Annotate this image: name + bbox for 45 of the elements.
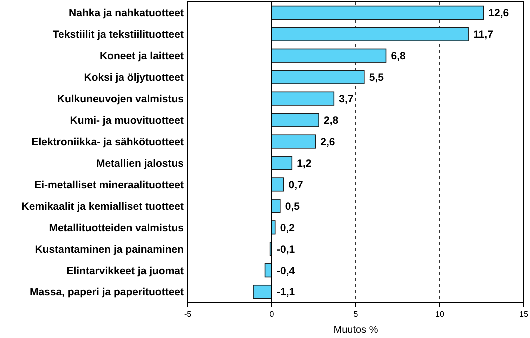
x-tick-label: -5 bbox=[184, 310, 192, 319]
bar bbox=[272, 48, 387, 63]
y-tick-label: Kustantaminen ja painaminen bbox=[35, 244, 184, 256]
data-label: 1,2 bbox=[297, 158, 312, 170]
y-tick-label: Ei-metalliset mineraalituotteet bbox=[34, 179, 184, 192]
bar bbox=[272, 27, 469, 42]
data-label: -1,1 bbox=[277, 286, 296, 299]
y-tick-label: Kulkuneuvojen valmistus bbox=[57, 94, 184, 106]
x-tick-label: 5 bbox=[354, 310, 359, 319]
data-label: -0,4 bbox=[277, 265, 296, 278]
data-label: 0,7 bbox=[288, 179, 304, 192]
data-label: 2,6 bbox=[320, 136, 336, 148]
y-tick-label: Massa, paperi ja paperituotteet bbox=[30, 286, 184, 299]
x-tick-label: 10 bbox=[436, 310, 445, 319]
bar bbox=[272, 70, 365, 84]
bar bbox=[272, 92, 335, 106]
y-tick-label: Metallien jalostus bbox=[96, 158, 184, 170]
x-tick-label: 0 bbox=[270, 310, 275, 319]
bar bbox=[253, 284, 272, 300]
y-tick-label: Kumi- ja muovituotteet bbox=[70, 114, 184, 127]
data-label: 6,8 bbox=[391, 50, 406, 63]
data-label: 12,6 bbox=[488, 8, 510, 20]
y-tick-label: Nahka ja nahkatuotteet bbox=[69, 8, 184, 20]
x-tick-label: 15 bbox=[520, 310, 529, 319]
data-label: 0,2 bbox=[280, 222, 296, 234]
x-axis-title: Muutos % bbox=[334, 325, 378, 336]
bar bbox=[272, 113, 320, 128]
data-label: 11,7 bbox=[474, 29, 494, 42]
y-tick-label: Metallituotteiden valmistus bbox=[49, 222, 184, 234]
y-tick-label: Kemikaalit ja kemialliset tuotteet bbox=[22, 200, 184, 213]
bar bbox=[272, 199, 281, 214]
y-tick-label: Elintarvikkeet ja juomat bbox=[66, 265, 184, 278]
data-label: 0,5 bbox=[285, 200, 300, 213]
y-tick-label: Elektroniikka- ja sähkötuotteet bbox=[32, 136, 184, 148]
data-label: -0,1 bbox=[277, 244, 296, 256]
bar bbox=[272, 178, 284, 192]
bar bbox=[272, 6, 484, 20]
bar bbox=[272, 156, 293, 170]
data-label: 2,8 bbox=[324, 114, 339, 127]
y-tick-label: Koneet ja laitteet bbox=[100, 50, 184, 63]
y-tick-label: Tekstiilit ja tekstiilituotteet bbox=[52, 29, 184, 42]
data-label: 3,7 bbox=[339, 94, 354, 106]
data-label: 5,5 bbox=[369, 72, 384, 84]
y-tick-label: Koksi ja öljytuotteet bbox=[84, 72, 185, 84]
bar bbox=[272, 134, 316, 149]
